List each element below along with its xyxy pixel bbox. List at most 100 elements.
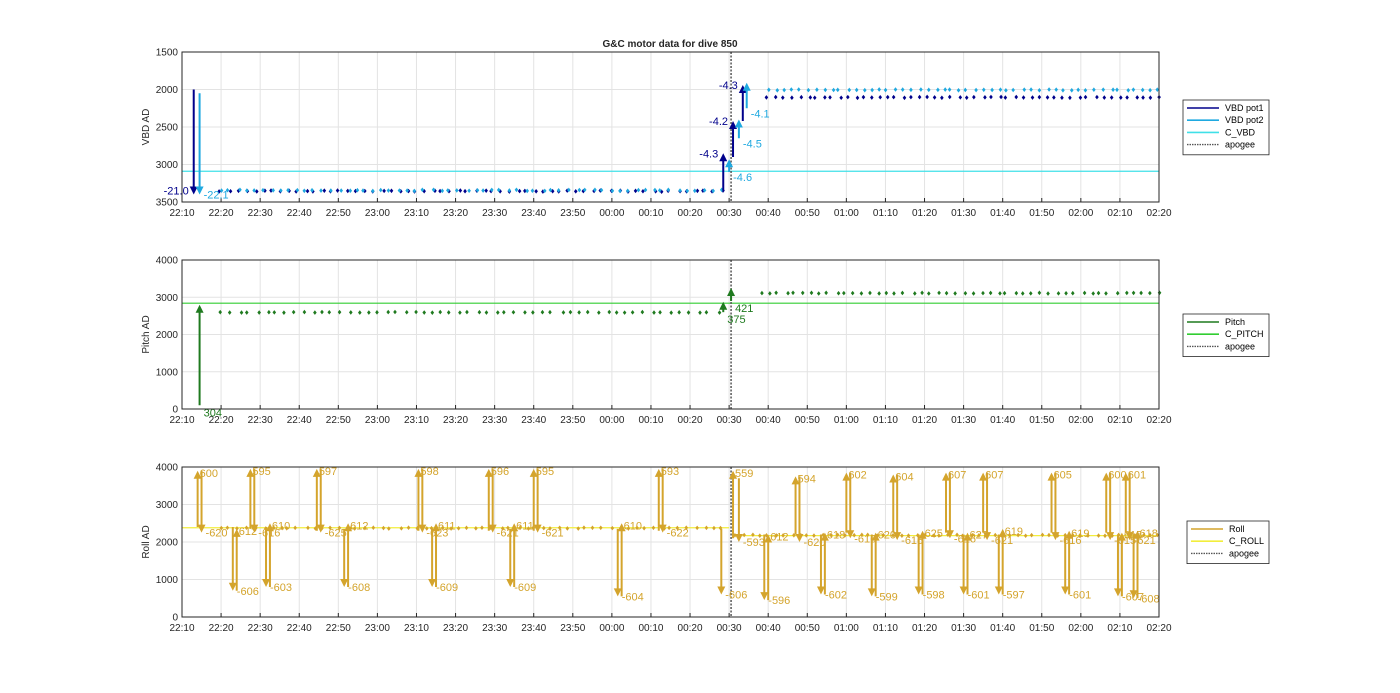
x-tick-label: 23:00 (365, 415, 390, 426)
data-point (878, 94, 883, 100)
data-point (847, 87, 852, 93)
data-point (414, 309, 418, 315)
move-arrow-head (729, 121, 738, 129)
data-point (885, 94, 890, 100)
move-arrow-head (344, 523, 353, 532)
data-point (458, 310, 462, 315)
data-point (917, 94, 922, 100)
data-point (1007, 533, 1012, 538)
data-point (245, 188, 249, 193)
legend-box (1186, 520, 1270, 564)
data-point (498, 188, 502, 194)
move-arrow-head (189, 186, 198, 195)
data-point (271, 188, 275, 193)
move-arrow-head (232, 528, 241, 537)
data-point (541, 525, 546, 531)
data-point (983, 95, 987, 100)
move-label: -598 (923, 590, 945, 602)
y-axis-label: Roll AD (141, 525, 152, 558)
data-point (239, 310, 244, 315)
move-label: 604 (895, 472, 913, 484)
x-tick-label: 00:30 (717, 415, 742, 426)
move-arrow-head (316, 524, 325, 533)
move-label: 607 (948, 470, 966, 482)
data-point (852, 532, 857, 538)
x-tick-label: 23:40 (521, 415, 546, 426)
data-point (1052, 95, 1056, 100)
data-point (618, 188, 622, 194)
move-arrow-head (994, 586, 1003, 595)
data-point (790, 95, 794, 101)
data-point (1148, 87, 1152, 93)
data-point (218, 309, 223, 315)
move-label: -597 (1003, 590, 1025, 602)
move-arrow-head (816, 586, 825, 595)
data-point (424, 526, 429, 531)
move-label: 304 (204, 407, 222, 419)
data-point (926, 87, 931, 93)
data-point (698, 310, 702, 315)
move-label: 611 (438, 520, 456, 532)
x-tick-label: 22:30 (248, 415, 273, 426)
data-point (614, 310, 619, 315)
x-tick-label: 22:10 (169, 623, 194, 634)
data-point (440, 188, 445, 194)
move-arrow-head (742, 82, 751, 91)
data-point (757, 533, 762, 538)
panel-3: 22:10 22:20 22:30 22:40 22:50 23:00 23:10 23:20… (141, 463, 1270, 634)
data-point (1115, 87, 1119, 93)
data-point (626, 526, 631, 531)
move-label: 421 (735, 303, 753, 315)
data-point (406, 525, 411, 531)
data-point (989, 94, 993, 100)
legend-label: C_VBD (1225, 127, 1256, 137)
move-arrow-head (1065, 530, 1074, 539)
data-point (1148, 290, 1152, 296)
move-arrow-head (760, 592, 769, 601)
data-point (964, 95, 969, 100)
data-point (936, 87, 940, 93)
data-point (236, 188, 241, 194)
data-point (1092, 87, 1096, 92)
move-arrow-head (889, 474, 898, 483)
data-point (550, 188, 555, 194)
data-point (269, 188, 273, 193)
data-point (835, 87, 840, 93)
data-point (310, 187, 314, 193)
data-point (1040, 532, 1045, 538)
data-point (548, 187, 553, 193)
data-point (799, 94, 804, 100)
data-point (1126, 87, 1131, 93)
data-point (363, 188, 367, 194)
x-tick-label: 01:10 (873, 623, 898, 634)
data-point (636, 187, 641, 193)
x-tick-label: 00:10 (638, 208, 663, 219)
x-tick-label: 01:20 (912, 623, 937, 634)
data-point (431, 187, 436, 193)
move-label: 602 (848, 470, 866, 482)
data-point (891, 94, 896, 100)
move-arrow-head (1121, 472, 1130, 481)
data-point (405, 188, 409, 193)
x-tick-label: 23:30 (482, 623, 507, 634)
data-point (284, 525, 289, 531)
x-tick-label: 23:00 (365, 623, 390, 634)
x-tick-label: 00:00 (599, 623, 624, 634)
data-point (926, 291, 931, 296)
x-tick-label: 01:20 (912, 208, 937, 219)
data-point (1023, 533, 1028, 539)
data-point (958, 95, 963, 100)
data-point (800, 290, 805, 296)
data-point (781, 533, 785, 538)
data-point (711, 188, 715, 194)
move-label: -4.2 (709, 116, 728, 128)
move-label: -4.3 (719, 80, 738, 92)
data-point (791, 290, 795, 296)
data-point (404, 309, 409, 315)
data-point (633, 188, 638, 194)
x-tick-label: 22:10 (169, 415, 194, 426)
data-point (454, 188, 459, 193)
data-point (507, 188, 512, 193)
data-point (467, 188, 471, 194)
move-label: 597 (319, 466, 337, 478)
